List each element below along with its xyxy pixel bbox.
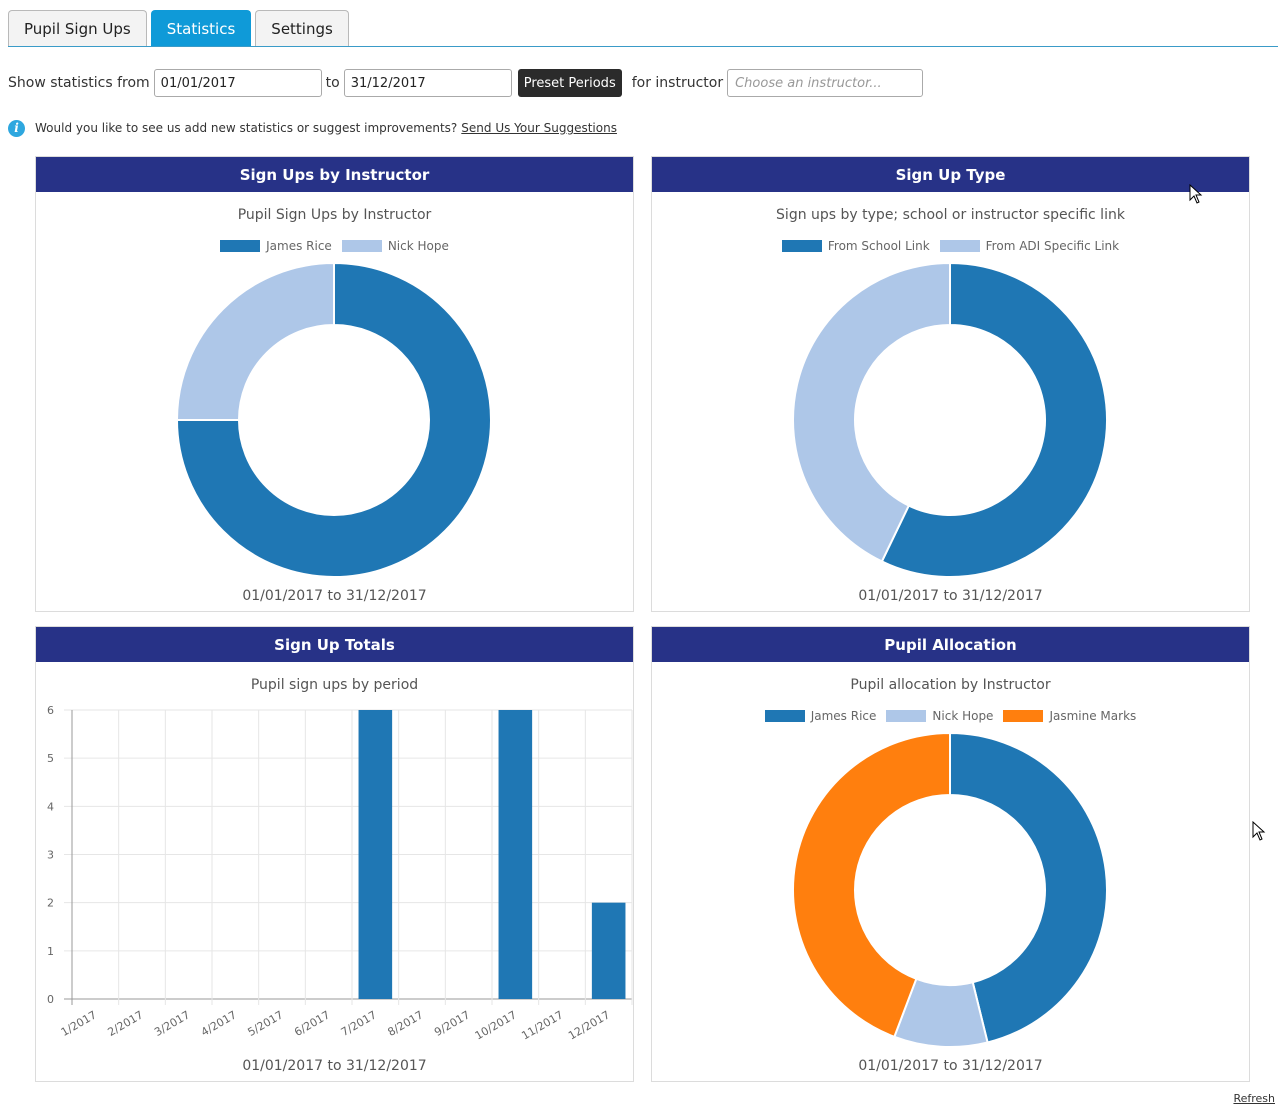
refresh-link[interactable]: Refresh (1233, 1092, 1275, 1105)
y-tick-label: 2 (47, 897, 54, 910)
y-tick-label: 4 (47, 800, 54, 813)
legend-swatch (220, 240, 261, 252)
panel-heading: Sign Ups by Instructor (36, 157, 633, 192)
for-instructor-label: for instructor (631, 75, 724, 91)
bar-10-2017[interactable] (498, 710, 533, 999)
date-range-label: 01/01/2017 to 31/12/2017 (242, 1058, 427, 1074)
sign-up-type-donut-chart (792, 261, 1108, 578)
x-tick-label: 8/2017 (385, 1008, 425, 1039)
panel-sign-up-type: Sign Up Type Sign ups by type; school or… (651, 156, 1250, 612)
legend-label: Nick Hope (932, 709, 994, 723)
y-tick-label: 1 (47, 945, 54, 958)
legend-item[interactable]: From ADI Specific Link (939, 239, 1120, 253)
to-label: to (325, 75, 340, 91)
tab-divider (8, 46, 1278, 47)
panel-sign-up-totals: Sign Up Totals 0 1 2 3 4 5 6 1/2017 2/2017 3/2017… (35, 626, 634, 1082)
to-date-input[interactable] (343, 69, 512, 97)
sign-up-totals-bar-chart: 0 1 2 3 4 5 6 1/2017 2/2017 3/2017 4/2017 5/2017 6/2… (47, 704, 633, 1042)
send-suggestions-link[interactable]: Send Us Your Suggestions (461, 121, 617, 135)
preset-periods-button[interactable]: Preset Periods (517, 69, 622, 97)
panel-sign-ups-by-instructor: Sign Ups by Instructor Pupil Sign Ups by… (35, 156, 634, 612)
x-tick-label: 7/2017 (339, 1008, 379, 1039)
show-from-label: Show statistics from (8, 75, 150, 91)
panel-heading: Sign Up Totals (36, 627, 633, 662)
x-tick-label: 4/2017 (199, 1008, 239, 1039)
x-tick-label: 2/2017 (105, 1008, 145, 1039)
legend-item[interactable]: Nick Hope (886, 709, 993, 723)
legend-label: From School Link (827, 239, 930, 253)
donut-slice-jasmine-marks[interactable] (792, 731, 951, 1039)
y-tick-label: 5 (47, 752, 54, 765)
x-tick-label: 3/2017 (152, 1008, 192, 1039)
instructor-select[interactable] (727, 69, 924, 97)
donut-slice-from-school-link[interactable] (880, 261, 1108, 578)
legend-swatch (1003, 710, 1044, 722)
mouse-cursor-icon (1252, 821, 1266, 841)
x-tick-label: 5/2017 (245, 1008, 285, 1039)
chart-legend: From School Link From ADI Specific Link (652, 239, 1249, 253)
info-icon: i (8, 119, 25, 137)
x-tick-label: 12/2017 (566, 1008, 612, 1042)
panel-heading: Pupil Allocation (652, 627, 1249, 662)
bar-7-2017[interactable] (358, 710, 393, 999)
y-tick-label: 0 (47, 993, 54, 1006)
panel-heading: Sign Up Type (652, 157, 1249, 192)
suggestions-text: Would you like to see us add new statist… (35, 121, 458, 135)
legend-item[interactable]: Nick Hope (341, 239, 449, 253)
instructor-donut-chart (175, 261, 492, 578)
date-range-label: 01/01/2017 to 31/12/2017 (858, 588, 1043, 604)
legend-item[interactable]: From School Link (781, 239, 930, 253)
x-tick-label: 6/2017 (292, 1008, 332, 1039)
statistics-filter: Show statistics from to Preset Periods f… (8, 69, 924, 97)
tab-bar: Pupil Sign Ups Statistics Settings (8, 10, 353, 47)
legend-swatch (781, 240, 822, 252)
legend-label: James Rice (810, 709, 877, 723)
donut-slice-from-adi-specific-link[interactable] (792, 261, 951, 563)
legend-label: Nick Hope (387, 239, 449, 253)
legend-label: James Rice (266, 239, 332, 253)
mouse-cursor-icon (1189, 184, 1203, 204)
legend-item[interactable]: James Rice (220, 239, 332, 253)
legend-swatch (764, 710, 805, 722)
pupil-allocation-donut-chart (792, 731, 1108, 1048)
y-tick-label: 3 (47, 849, 54, 862)
tab-pupil-sign-ups[interactable]: Pupil Sign Ups (8, 10, 147, 47)
chart-title: Pupil sign ups by period (250, 677, 419, 693)
x-tick-label: 11/2017 (519, 1008, 565, 1042)
x-tick-label: 9/2017 (432, 1008, 472, 1039)
legend-swatch (341, 240, 382, 252)
tab-statistics[interactable]: Statistics (150, 10, 252, 47)
y-tick-label: 6 (47, 704, 54, 717)
date-range-label: 01/01/2017 to 31/12/2017 (858, 1058, 1043, 1074)
panel-pupil-allocation: Pupil Allocation Pupil allocation by Ins… (651, 626, 1250, 1082)
legend-item[interactable]: Jasmine Marks (1003, 709, 1136, 723)
chart-legend: James Rice Nick Hope (36, 239, 633, 253)
chart-title: Sign ups by type; school or instructor s… (776, 207, 1125, 223)
legend-label: Jasmine Marks (1049, 709, 1137, 723)
legend-swatch (939, 240, 980, 252)
chart-title: Pupil allocation by Instructor (850, 677, 1051, 693)
bar-12-2017[interactable] (591, 902, 626, 999)
legend-item[interactable]: James Rice (764, 709, 877, 723)
tab-settings[interactable]: Settings (255, 10, 349, 47)
donut-slice-nick-hope[interactable] (175, 261, 335, 421)
date-range-label: 01/01/2017 to 31/12/2017 (242, 588, 427, 604)
from-date-input[interactable] (153, 69, 322, 97)
legend-label: From ADI Specific Link (985, 239, 1120, 253)
chart-legend: James Rice Nick Hope Jasmine Marks (652, 709, 1249, 723)
donut-slice-james-rice[interactable] (949, 731, 1108, 1044)
suggestions-info: i Would you like to see us add new stati… (8, 119, 617, 137)
donut-slice-james-rice[interactable] (175, 261, 492, 578)
x-tick-label: 10/2017 (473, 1008, 519, 1042)
x-tick-label: 1/2017 (59, 1008, 99, 1039)
chart-title: Pupil Sign Ups by Instructor (237, 207, 432, 223)
legend-swatch (886, 710, 927, 722)
